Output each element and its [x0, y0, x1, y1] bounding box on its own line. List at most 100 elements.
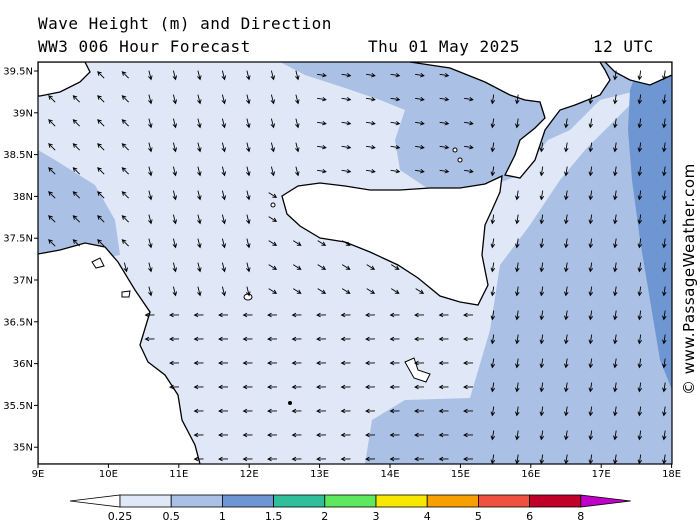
direction-arrow [637, 238, 643, 249]
direction-arrow [193, 456, 204, 462]
direction-arrow [365, 336, 376, 342]
direction-arrow [72, 215, 81, 223]
direction-arrow [270, 166, 276, 177]
direction-arrow [295, 70, 300, 81]
direction-arrow [341, 72, 352, 78]
colorbar-segment [477, 494, 530, 508]
direction-arrow [490, 358, 496, 369]
island-aeolian [452, 147, 458, 153]
direction-arrow [218, 312, 229, 318]
direction-arrow [267, 432, 278, 438]
direction-arrow [317, 168, 327, 174]
colorbar-low-triangle [69, 494, 121, 508]
direction-arrow [637, 94, 643, 105]
direction-arrow [365, 384, 376, 390]
direction-arrow [121, 191, 130, 199]
direction-arrow [193, 312, 204, 318]
direction-arrow [390, 72, 401, 78]
direction-arrow [197, 238, 202, 249]
direction-arrow [72, 95, 81, 103]
direction-arrow [539, 286, 545, 297]
direction-arrow [221, 286, 227, 297]
direction-arrow [515, 334, 520, 345]
direction-arrow [317, 96, 327, 102]
lat-label: 38N [13, 192, 33, 203]
direction-arrow [588, 94, 594, 105]
direction-arrow [221, 118, 227, 129]
direction-arrow [613, 406, 618, 417]
direction-arrow [172, 262, 178, 273]
direction-arrow [490, 334, 496, 345]
direction-arrow [148, 262, 153, 273]
direction-arrow [490, 262, 496, 273]
direction-arrow [246, 142, 251, 153]
direction-arrow [662, 70, 667, 81]
direction-arrow [218, 408, 229, 414]
island-kerkennah [91, 257, 105, 269]
direction-arrow [316, 456, 327, 462]
direction-arrow [662, 214, 667, 225]
direction-arrow [539, 214, 545, 225]
direction-arrow [390, 168, 401, 174]
colorbar-level-label: 4 [424, 510, 431, 523]
direction-arrow [97, 119, 105, 127]
direction-arrow [390, 264, 400, 270]
direction-arrow [515, 406, 520, 417]
direction-arrow [564, 358, 569, 369]
direction-arrow [341, 288, 351, 294]
direction-arrow [270, 70, 276, 81]
lon-label: 15E [451, 469, 470, 480]
direction-arrow [97, 95, 105, 103]
direction-arrow [564, 214, 569, 225]
direction-arrow [148, 142, 153, 153]
direction-arrow [316, 432, 327, 438]
lat-label: 36N [13, 359, 33, 370]
direction-arrow [291, 408, 302, 414]
direction-arrow [613, 430, 618, 441]
lon-label: 12E [240, 469, 259, 480]
direction-arrow [438, 360, 449, 366]
copyright-notice: © www.PassageWeather.com [680, 163, 698, 395]
direction-arrow [490, 430, 496, 441]
direction-arrow [438, 336, 449, 342]
direction-arrow [564, 430, 569, 441]
direction-arrow [539, 142, 545, 153]
direction-arrow [291, 360, 302, 366]
direction-arrow [539, 334, 545, 345]
direction-arrow [564, 262, 569, 273]
direction-arrow [662, 286, 667, 297]
direction-arrow [221, 190, 227, 201]
direction-arrow [246, 238, 251, 249]
direction-arrow [662, 118, 667, 129]
direction-arrow [242, 336, 253, 342]
direction-arrow [72, 119, 81, 127]
direction-arrow [515, 214, 520, 225]
direction-arrow [438, 432, 449, 438]
direction-arrow [463, 456, 474, 462]
direction-arrow [221, 142, 227, 153]
direction-arrow [366, 168, 376, 174]
direction-arrow [340, 336, 351, 342]
direction-arrow [463, 360, 474, 366]
direction-arrow [415, 72, 425, 78]
direction-arrow [637, 70, 643, 81]
direction-arrow [613, 238, 618, 249]
direction-arrow [464, 168, 474, 174]
direction-arrow [637, 286, 643, 297]
direction-arrow [172, 238, 178, 249]
colorbar-level-label: 6 [526, 510, 533, 523]
longitude-axis: 9E 10E 11E 12E 13E 14E 15E 16E 17E 18E [32, 464, 681, 480]
direction-arrow [389, 432, 400, 438]
direction-arrow [613, 94, 618, 105]
direction-arrow [242, 456, 253, 462]
direction-arrow [317, 288, 327, 294]
direction-arrow [270, 94, 276, 105]
colorbar-level-label: 2 [321, 510, 328, 523]
direction-arrow [341, 96, 352, 102]
direction-arrow [72, 239, 81, 247]
direction-arrow [490, 118, 496, 129]
direction-arrow [366, 72, 376, 78]
direction-arrow [438, 384, 449, 390]
direction-arrow [564, 310, 569, 321]
